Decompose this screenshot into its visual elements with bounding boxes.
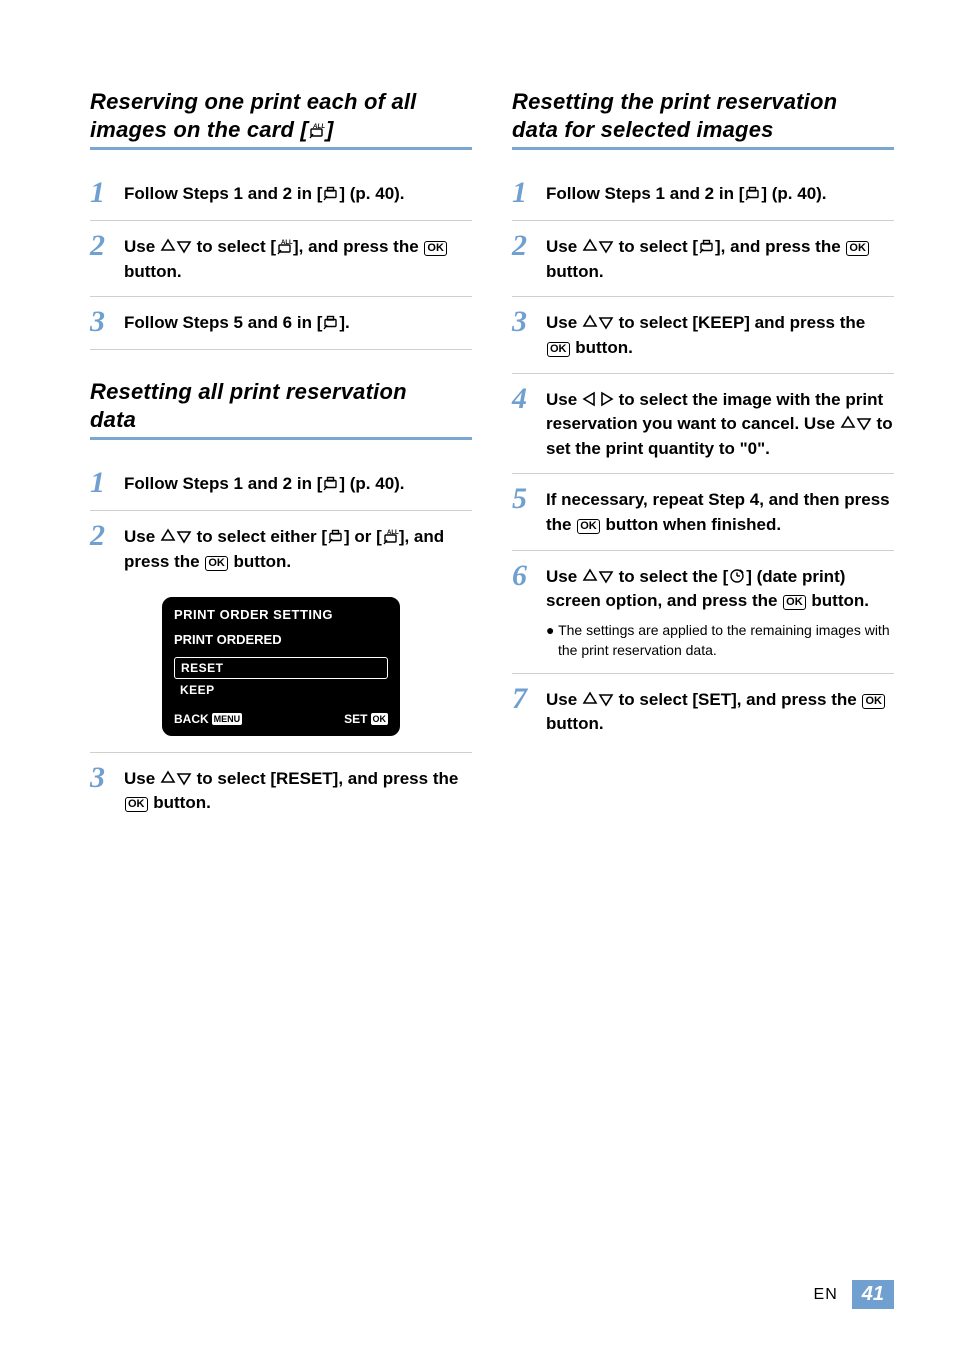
sec-c-step-2: 2 Use to select [], and press the OK but… <box>512 221 894 297</box>
sec-a-step-1: 1 Follow Steps 1 and 2 in [] (p. 40). <box>90 168 472 221</box>
shot-sub: PRINT ORDERED <box>174 632 388 647</box>
ok-button-icon: OK <box>846 241 869 256</box>
section-a-title-l2-b: ] <box>326 117 334 142</box>
section-b-title-l1: Resetting all print reservation <box>90 379 407 404</box>
step-number: 6 <box>512 561 538 661</box>
sec-c-step-6: 6 Use to select the [] (date print) scre… <box>512 551 894 674</box>
print-icon <box>322 475 339 492</box>
down-icon <box>176 770 192 786</box>
section-b-title-l2: data <box>90 407 136 432</box>
step-number: 3 <box>90 763 116 816</box>
shot-back: BACKMENU <box>174 712 242 726</box>
section-a-title-l2-a: images on the card [ <box>90 117 308 142</box>
right-column: Resetting the print reservation data for… <box>512 88 894 828</box>
step-number: 1 <box>90 468 116 498</box>
page-footer: EN 41 <box>814 1280 894 1309</box>
footer-page: 41 <box>852 1280 894 1309</box>
screenshot-container: PRINT ORDER SETTING PRINT ORDERED RESET … <box>90 587 472 753</box>
sec-c-step-7: 7 Use to select [SET], and press the OK … <box>512 674 894 749</box>
down-icon <box>598 691 614 707</box>
ok-button-icon: OK <box>125 797 148 812</box>
up-icon <box>582 691 598 707</box>
ok-button-icon: OK <box>577 519 600 534</box>
print-icon <box>322 314 339 331</box>
menu-icon: MENU <box>212 713 243 725</box>
step-number: 2 <box>90 521 116 574</box>
left-column: Reserving one print each of all images o… <box>90 88 472 828</box>
print-icon <box>744 185 761 202</box>
shot-opt-keep: KEEP <box>174 680 388 700</box>
section-a-title-l1: Reserving one print each of all <box>90 89 417 114</box>
footer-lang: EN <box>814 1286 838 1304</box>
section-a-heading: Reserving one print each of all images o… <box>90 88 472 150</box>
ok-button-icon: OK <box>205 556 228 571</box>
sec-a-step-3: 3 Follow Steps 5 and 6 in []. <box>90 297 472 350</box>
up-icon <box>160 770 176 786</box>
up-icon <box>582 238 598 254</box>
sec-b-step-2: 2 Use to select either [] or [], and pre… <box>90 511 472 586</box>
ok-icon: OK <box>371 713 389 725</box>
down-icon <box>598 568 614 584</box>
up-icon <box>840 415 856 431</box>
step-number: 2 <box>512 231 538 284</box>
shot-title: PRINT ORDER SETTING <box>174 607 388 622</box>
step-number: 5 <box>512 484 538 537</box>
step-number: 7 <box>512 684 538 737</box>
section-c-title-l1: Resetting the print reservation <box>512 89 837 114</box>
left-icon <box>582 391 598 407</box>
down-icon <box>598 238 614 254</box>
down-icon <box>856 415 872 431</box>
step-number: 4 <box>512 384 538 462</box>
sec-c-step-4: 4 Use to select the image with the print… <box>512 374 894 475</box>
down-icon <box>176 238 192 254</box>
right-icon <box>598 391 614 407</box>
step-6-note: ● The settings are applied to the remain… <box>546 620 894 661</box>
up-icon <box>160 238 176 254</box>
step-number: 1 <box>512 178 538 208</box>
step-number: 2 <box>90 231 116 284</box>
print-all-icon <box>308 122 326 140</box>
step-number: 3 <box>512 307 538 360</box>
print-all-icon <box>382 528 399 545</box>
shot-set: SETOK <box>344 712 388 726</box>
sec-b-step-1: 1 Follow Steps 1 and 2 in [] (p. 40). <box>90 458 472 511</box>
clock-icon <box>728 567 746 585</box>
sec-c-step-5: 5 If necessary, repeat Step 4, and then … <box>512 474 894 550</box>
sec-b-step-3: 3 Use to select [RESET], and press the O… <box>90 753 472 828</box>
sec-a-step-2: 2 Use to select [], and press the OK but… <box>90 221 472 297</box>
sec-c-step-1: 1 Follow Steps 1 and 2 in [] (p. 40). <box>512 168 894 221</box>
up-icon <box>160 528 176 544</box>
down-icon <box>176 528 192 544</box>
print-all-icon <box>276 238 293 255</box>
print-icon <box>698 238 715 255</box>
sec-c-step-3: 3 Use to select [KEEP] and press the OK … <box>512 297 894 373</box>
step-number: 3 <box>90 307 116 337</box>
section-b-heading: Resetting all print reservation data <box>90 378 472 440</box>
up-icon <box>582 568 598 584</box>
ok-button-icon: OK <box>783 595 806 610</box>
print-icon <box>322 185 339 202</box>
print-icon <box>327 528 344 545</box>
ok-button-icon: OK <box>424 241 447 256</box>
section-c-title-l2: data for selected images <box>512 117 774 142</box>
section-c-heading: Resetting the print reservation data for… <box>512 88 894 150</box>
up-icon <box>582 314 598 330</box>
shot-opt-reset: RESET <box>174 657 388 679</box>
down-icon <box>598 314 614 330</box>
camera-screenshot: PRINT ORDER SETTING PRINT ORDERED RESET … <box>162 597 400 736</box>
step-number: 1 <box>90 178 116 208</box>
page-content: Reserving one print each of all images o… <box>0 0 954 828</box>
ok-button-icon: OK <box>862 694 885 709</box>
ok-button-icon: OK <box>547 342 570 357</box>
